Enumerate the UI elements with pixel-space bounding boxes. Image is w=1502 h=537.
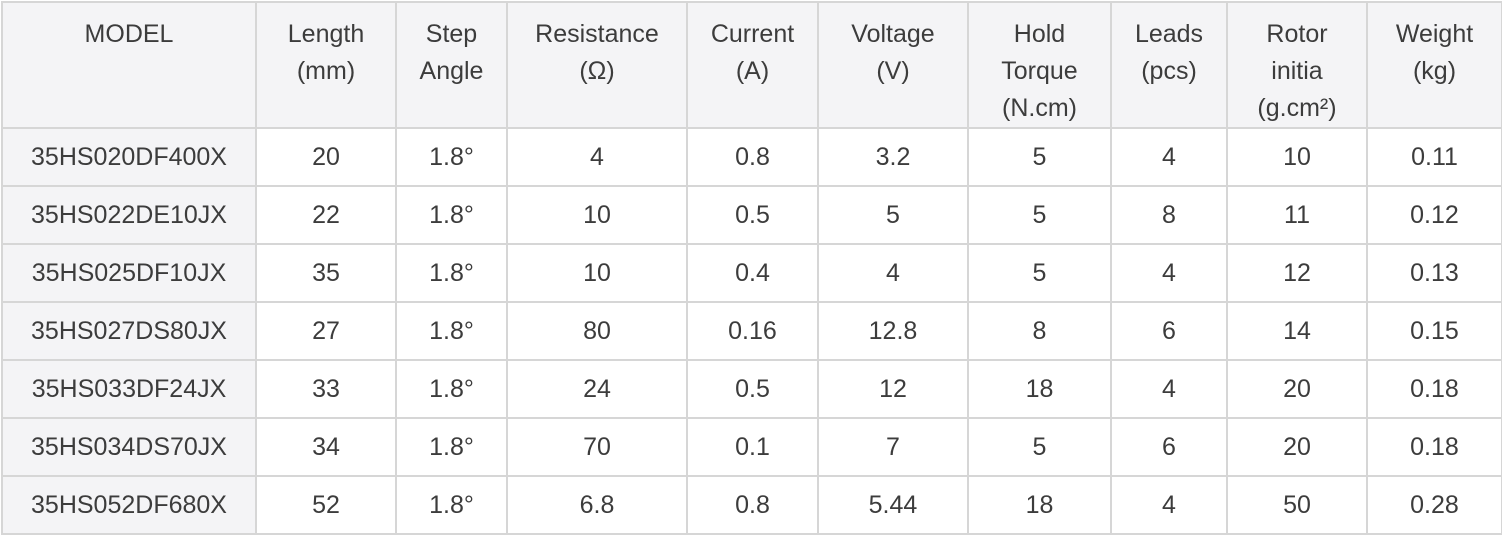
cell-resistance: 4 bbox=[506, 127, 688, 187]
cell-model: 35HS025DF10JX bbox=[1, 243, 257, 303]
cell-step-angle: 1.8° bbox=[395, 243, 508, 303]
header-current: Current (A) bbox=[686, 1, 819, 129]
header-model: MODEL bbox=[1, 1, 257, 129]
header-leads: Leads (pcs) bbox=[1110, 1, 1228, 129]
cell-rotor-inertia: 20 bbox=[1226, 417, 1368, 477]
cell-voltage: 3.2 bbox=[817, 127, 969, 187]
cell-voltage: 12.8 bbox=[817, 301, 969, 361]
table-row: 35HS025DF10JX 35 1.8° 10 0.4 4 5 4 12 0.… bbox=[1, 243, 1502, 303]
cell-model: 35HS027DS80JX bbox=[1, 301, 257, 361]
cell-weight: 0.11 bbox=[1366, 127, 1502, 187]
cell-voltage: 5 bbox=[817, 185, 969, 245]
cell-rotor-inertia: 20 bbox=[1226, 359, 1368, 419]
table-row: 35HS034DS70JX 34 1.8° 70 0.1 7 5 6 20 0.… bbox=[1, 417, 1502, 477]
cell-weight: 0.18 bbox=[1366, 359, 1502, 419]
cell-step-angle: 1.8° bbox=[395, 185, 508, 245]
cell-weight: 0.12 bbox=[1366, 185, 1502, 245]
cell-current: 0.5 bbox=[686, 185, 819, 245]
cell-rotor-inertia: 11 bbox=[1226, 185, 1368, 245]
header-row: MODEL Length (mm) Step Angle Resistance … bbox=[1, 1, 1502, 129]
cell-hold-torque: 5 bbox=[967, 185, 1112, 245]
cell-rotor-inertia: 10 bbox=[1226, 127, 1368, 187]
cell-leads: 6 bbox=[1110, 301, 1228, 361]
cell-step-angle: 1.8° bbox=[395, 417, 508, 477]
cell-length: 22 bbox=[255, 185, 397, 245]
cell-weight: 0.28 bbox=[1366, 475, 1502, 535]
cell-step-angle: 1.8° bbox=[395, 475, 508, 535]
cell-model: 35HS020DF400X bbox=[1, 127, 257, 187]
cell-leads: 4 bbox=[1110, 127, 1228, 187]
header-weight: Weight (kg) bbox=[1366, 1, 1502, 129]
cell-weight: 0.18 bbox=[1366, 417, 1502, 477]
table-row: 35HS052DF680X 52 1.8° 6.8 0.8 5.44 18 4 … bbox=[1, 475, 1502, 535]
header-voltage: Voltage (V) bbox=[817, 1, 969, 129]
cell-current: 0.4 bbox=[686, 243, 819, 303]
cell-hold-torque: 5 bbox=[967, 243, 1112, 303]
cell-step-angle: 1.8° bbox=[395, 127, 508, 187]
cell-weight: 0.15 bbox=[1366, 301, 1502, 361]
cell-rotor-inertia: 14 bbox=[1226, 301, 1368, 361]
cell-model: 35HS022DE10JX bbox=[1, 185, 257, 245]
cell-leads: 4 bbox=[1110, 359, 1228, 419]
cell-hold-torque: 18 bbox=[967, 359, 1112, 419]
cell-step-angle: 1.8° bbox=[395, 301, 508, 361]
cell-resistance: 70 bbox=[506, 417, 688, 477]
cell-length: 33 bbox=[255, 359, 397, 419]
cell-length: 27 bbox=[255, 301, 397, 361]
cell-resistance: 24 bbox=[506, 359, 688, 419]
cell-resistance: 80 bbox=[506, 301, 688, 361]
cell-current: 0.8 bbox=[686, 127, 819, 187]
table-row: 35HS022DE10JX 22 1.8° 10 0.5 5 5 8 11 0.… bbox=[1, 185, 1502, 245]
cell-hold-torque: 8 bbox=[967, 301, 1112, 361]
header-length: Length (mm) bbox=[255, 1, 397, 129]
cell-leads: 8 bbox=[1110, 185, 1228, 245]
cell-voltage: 12 bbox=[817, 359, 969, 419]
cell-leads: 4 bbox=[1110, 243, 1228, 303]
cell-hold-torque: 18 bbox=[967, 475, 1112, 535]
cell-model: 35HS033DF24JX bbox=[1, 359, 257, 419]
cell-length: 34 bbox=[255, 417, 397, 477]
header-hold-torque: Hold Torque (N.cm) bbox=[967, 1, 1112, 129]
cell-hold-torque: 5 bbox=[967, 127, 1112, 187]
header-rotor-inertia: Rotor initia (g.cm²) bbox=[1226, 1, 1368, 129]
cell-rotor-inertia: 12 bbox=[1226, 243, 1368, 303]
cell-length: 52 bbox=[255, 475, 397, 535]
cell-length: 20 bbox=[255, 127, 397, 187]
cell-leads: 4 bbox=[1110, 475, 1228, 535]
cell-voltage: 4 bbox=[817, 243, 969, 303]
cell-voltage: 5.44 bbox=[817, 475, 969, 535]
cell-rotor-inertia: 50 bbox=[1226, 475, 1368, 535]
cell-resistance: 6.8 bbox=[506, 475, 688, 535]
cell-current: 0.16 bbox=[686, 301, 819, 361]
header-step-angle: Step Angle bbox=[395, 1, 508, 129]
cell-length: 35 bbox=[255, 243, 397, 303]
table-row: 35HS027DS80JX 27 1.8° 80 0.16 12.8 8 6 1… bbox=[1, 301, 1502, 361]
cell-model: 35HS052DF680X bbox=[1, 475, 257, 535]
table-row: 35HS020DF400X 20 1.8° 4 0.8 3.2 5 4 10 0… bbox=[1, 127, 1502, 187]
table-row: 35HS033DF24JX 33 1.8° 24 0.5 12 18 4 20 … bbox=[1, 359, 1502, 419]
cell-hold-torque: 5 bbox=[967, 417, 1112, 477]
cell-step-angle: 1.8° bbox=[395, 359, 508, 419]
cell-current: 0.1 bbox=[686, 417, 819, 477]
cell-voltage: 7 bbox=[817, 417, 969, 477]
cell-weight: 0.13 bbox=[1366, 243, 1502, 303]
cell-model: 35HS034DS70JX bbox=[1, 417, 257, 477]
cell-resistance: 10 bbox=[506, 185, 688, 245]
cell-leads: 6 bbox=[1110, 417, 1228, 477]
cell-current: 0.5 bbox=[686, 359, 819, 419]
cell-current: 0.8 bbox=[686, 475, 819, 535]
cell-resistance: 10 bbox=[506, 243, 688, 303]
header-resistance: Resistance (Ω) bbox=[506, 1, 688, 129]
